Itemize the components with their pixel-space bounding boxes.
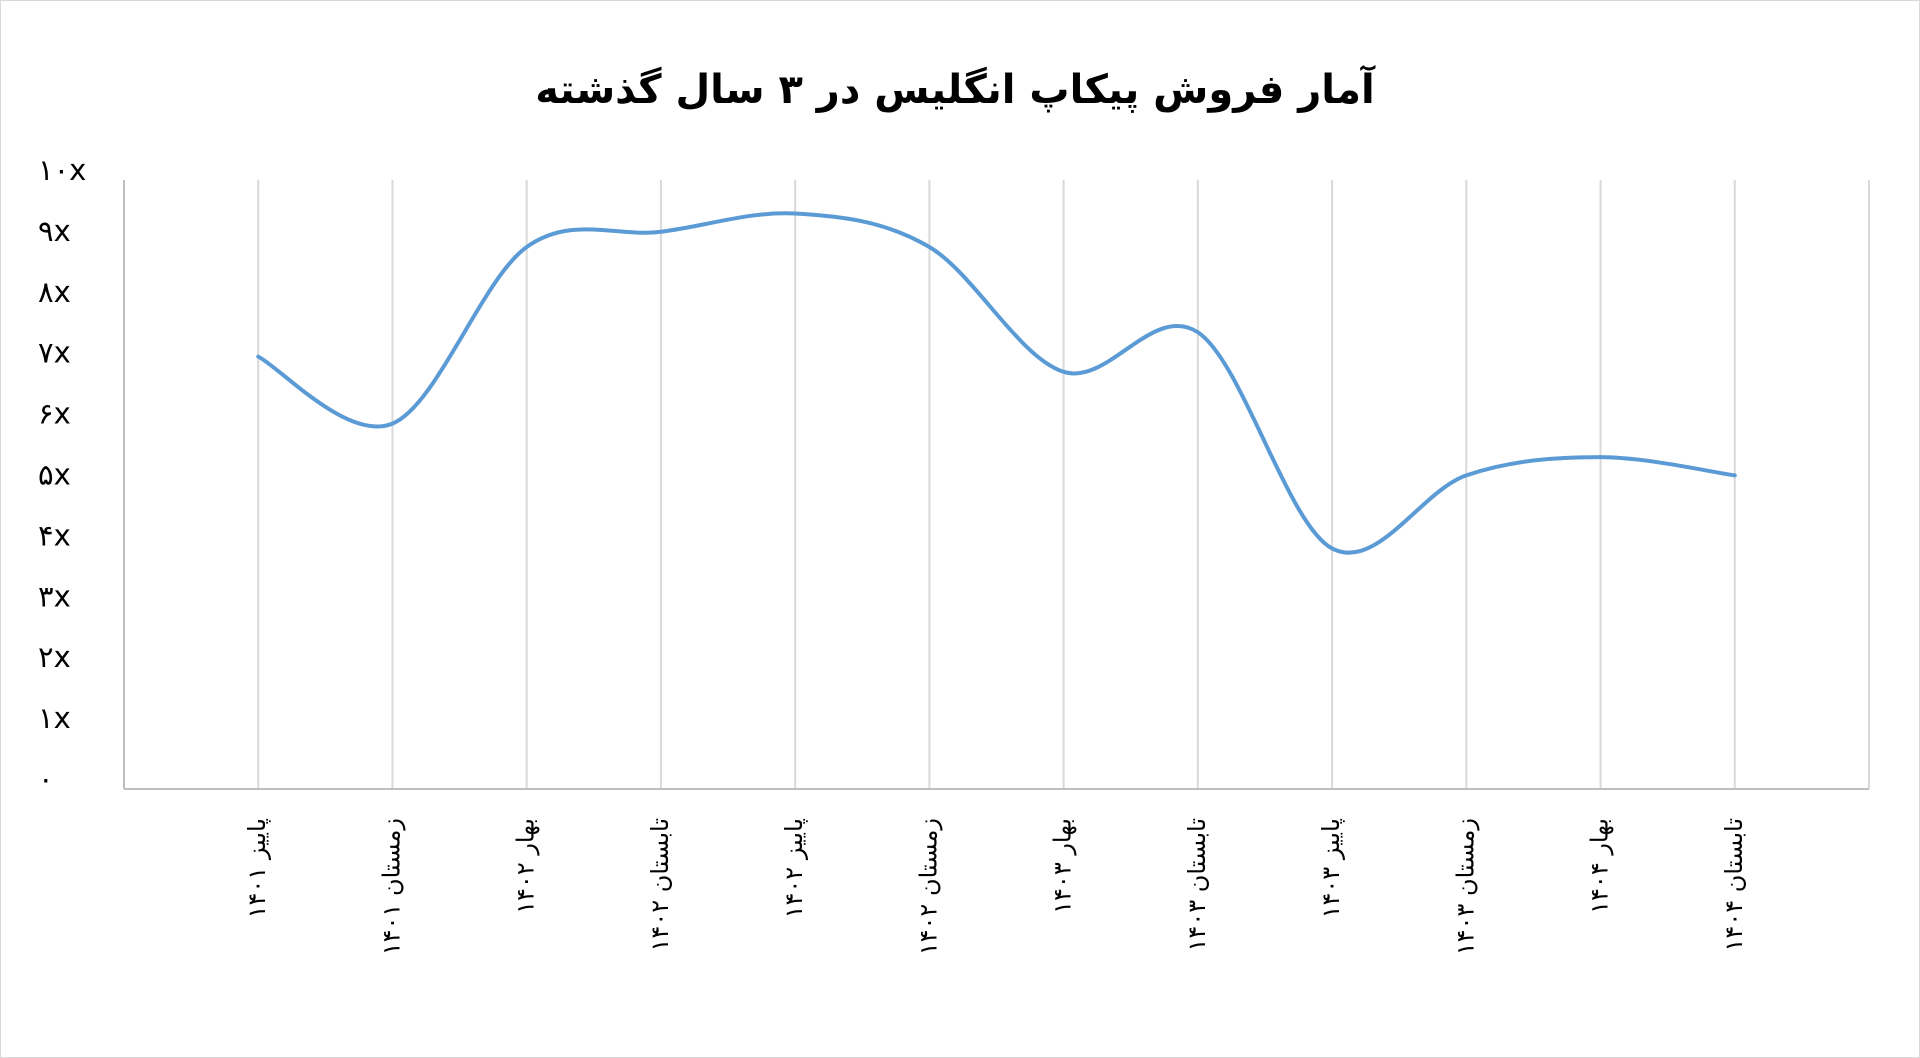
y-tick-label: ۱x <box>38 701 71 735</box>
y-tick-label: ۹x <box>38 214 71 248</box>
x-tick-label: زمستان ۱۴۰۱ <box>377 818 405 955</box>
x-tick-label: زمستان ۱۴۰۲ <box>914 818 942 955</box>
y-tick-label: ۶x <box>38 397 71 431</box>
y-tick-label: ۰ <box>38 762 54 796</box>
y-tick-label: ۲x <box>38 640 71 674</box>
y-tick-label: ۱۰x <box>38 153 86 187</box>
x-tick-label: تابستان ۱۴۰۳ <box>1183 818 1211 951</box>
y-tick-label: ۸x <box>38 275 71 309</box>
x-tick-label: پاییز ۱۴۰۲ <box>780 818 808 918</box>
y-tick-label: ۴x <box>38 518 71 552</box>
x-tick-label: بهار ۱۴۰۴ <box>1586 818 1614 914</box>
y-tick-label: ۵x <box>38 458 71 492</box>
x-tick-label: پاییز ۱۴۰۱ <box>243 818 271 918</box>
y-tick-label: ۷x <box>38 336 71 370</box>
x-tick-label: بهار ۱۴۰۲ <box>512 818 540 914</box>
x-tick-label: تابستان ۱۴۰۲ <box>646 818 674 951</box>
data-line <box>256 211 1737 555</box>
y-tick-label: ۳x <box>38 579 71 613</box>
x-tick-label: پاییز ۱۴۰۳ <box>1317 818 1345 918</box>
x-tick-label: تابستان ۱۴۰۴ <box>1720 818 1748 951</box>
x-tick-label: زمستان ۱۴۰۳ <box>1451 818 1479 955</box>
x-tick-label: بهار ۱۴۰۳ <box>1049 818 1077 914</box>
chart-title: آمار فروش پیکاپ انگلیس در ۳ سال گذشته <box>535 64 1376 113</box>
